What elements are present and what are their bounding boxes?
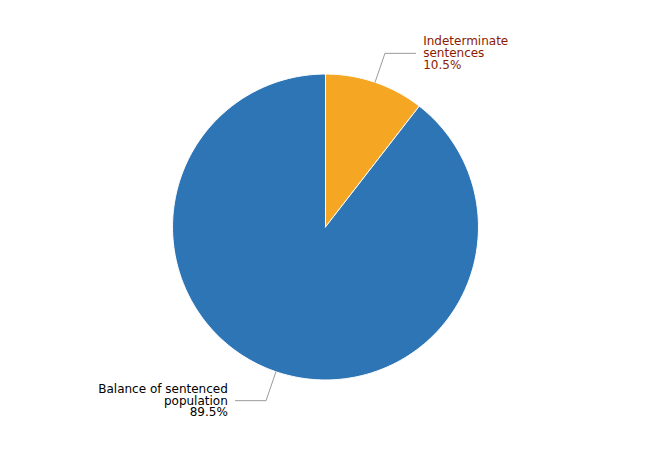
svg-text:Balance of sentencedpopulation: Balance of sentencedpopulation89.5% [98,381,228,419]
svg-text:Indeterminatesentences10.5%: Indeterminatesentences10.5% [423,34,508,72]
